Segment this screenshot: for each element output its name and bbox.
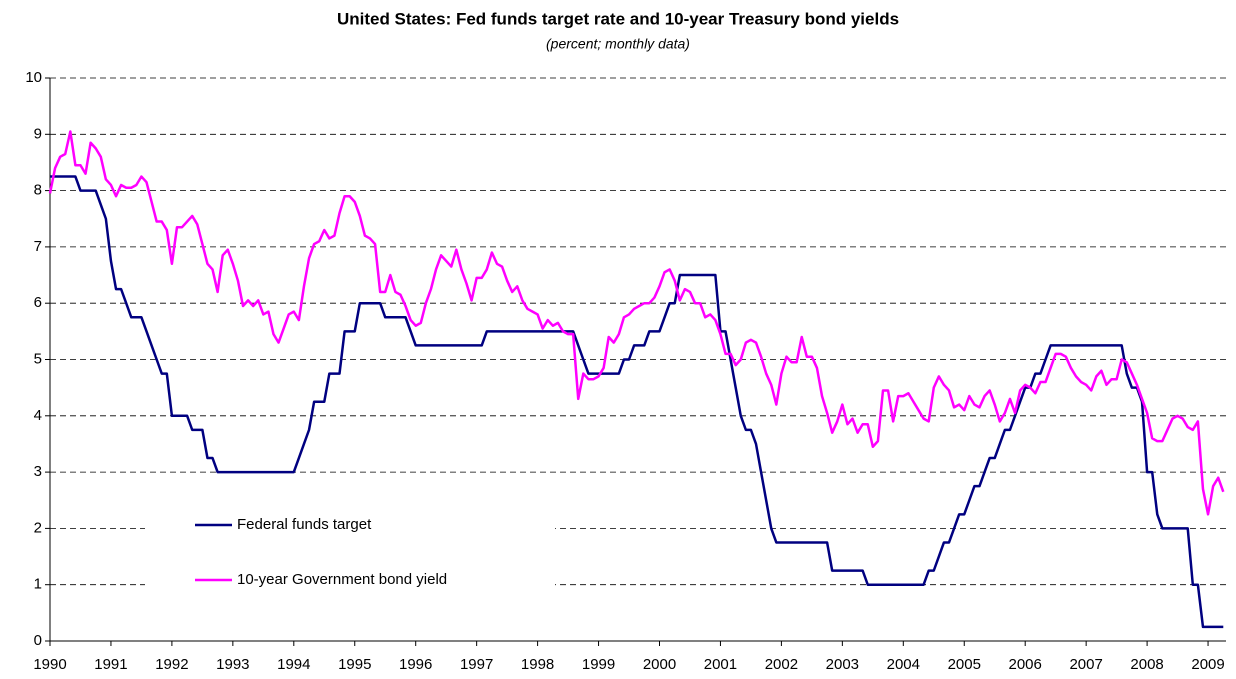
- x-tick-label: 2005: [948, 656, 981, 673]
- y-tick-label: 10: [25, 69, 42, 86]
- x-tick-label: 2003: [826, 656, 859, 673]
- x-tick-label: 1993: [216, 656, 249, 673]
- x-tick-label: 1998: [521, 656, 554, 673]
- series-line: [48, 130, 1225, 516]
- x-tick-label: 2006: [1009, 656, 1042, 673]
- y-tick-label: 5: [34, 350, 42, 367]
- y-tick-label: 3: [34, 463, 42, 480]
- x-tick-label: 1999: [582, 656, 615, 673]
- legend-label: 10-year Government bond yield: [237, 571, 447, 588]
- chart-title: United States: Fed funds target rate and…: [337, 9, 899, 28]
- x-tick-label: 2000: [643, 656, 676, 673]
- x-tick-label: 1994: [277, 656, 310, 673]
- x-tick-label: 2008: [1130, 656, 1163, 673]
- x-tick-label: 1997: [460, 656, 493, 673]
- x-tick-label: 2007: [1069, 656, 1102, 673]
- chart-subtitle: (percent; monthly data): [546, 36, 690, 52]
- y-tick-label: 0: [34, 632, 42, 649]
- x-tick-label: 2009: [1191, 656, 1224, 673]
- y-tick-label: 6: [34, 294, 42, 311]
- x-tick-label: 1990: [33, 656, 66, 673]
- y-tick-label: 9: [34, 125, 42, 142]
- x-tick-label: 1992: [155, 656, 188, 673]
- x-tick-label: 1991: [94, 656, 127, 673]
- x-tick-label: 2004: [887, 656, 920, 673]
- x-tick-label: 1996: [399, 656, 432, 673]
- x-tick-label: 2001: [704, 656, 737, 673]
- y-tick-label: 4: [34, 407, 42, 424]
- x-tick-label: 1995: [338, 656, 371, 673]
- y-tick-label: 7: [34, 238, 42, 255]
- x-tick-label: 2002: [765, 656, 798, 673]
- legend-label: Federal funds target: [237, 516, 372, 533]
- y-tick-label: 8: [34, 182, 42, 199]
- y-tick-label: 2: [34, 519, 42, 536]
- legend-box: [145, 503, 555, 603]
- y-tick-label: 1: [34, 576, 42, 593]
